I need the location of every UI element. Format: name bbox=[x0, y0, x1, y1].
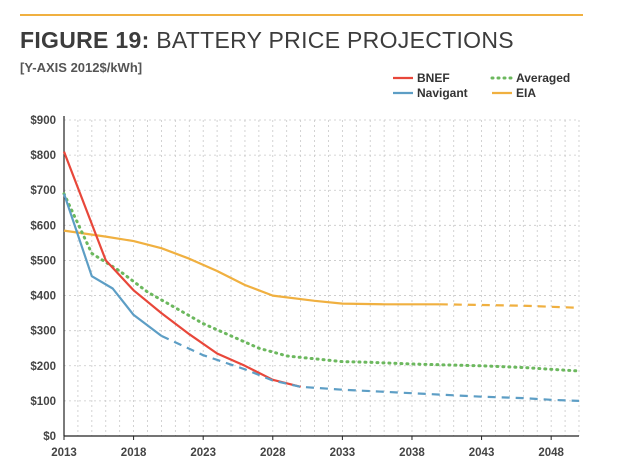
y-axis-unit-label: [Y-AXIS 2012$/kWh] bbox=[20, 60, 143, 75]
figure-title: FIGURE 19: BATTERY PRICE PROJECTIONS bbox=[20, 27, 514, 54]
legend-label-bnef: BNEF bbox=[417, 71, 450, 85]
series-bnef-solid-line bbox=[62, 151, 301, 388]
y-tick-label: $400 bbox=[30, 291, 56, 303]
legend-label-navigant: Navigant bbox=[417, 86, 468, 100]
x-tick-label: 2043 bbox=[469, 447, 495, 459]
x-tick-label: 2013 bbox=[51, 447, 77, 459]
y-tick-label: $300 bbox=[30, 326, 56, 338]
gridlines bbox=[64, 119, 580, 436]
top-rule bbox=[20, 14, 583, 16]
y-tick-label: $200 bbox=[30, 361, 56, 373]
y-tick-label: $900 bbox=[30, 115, 56, 127]
x-tick-label: 2038 bbox=[399, 447, 425, 459]
y-tick-label: $700 bbox=[30, 185, 56, 197]
x-tick-label: 2023 bbox=[190, 447, 216, 459]
legend-label-eia: EIA bbox=[516, 86, 536, 100]
y-tick-label: $800 bbox=[30, 150, 56, 162]
x-tick-label: 2018 bbox=[121, 447, 147, 459]
series-lines bbox=[62, 151, 581, 402]
y-tick-label: $500 bbox=[30, 255, 56, 267]
figure-title-number: FIGURE 19: bbox=[20, 27, 150, 53]
figure-title-text: BATTERY PRICE PROJECTIONS bbox=[149, 27, 514, 53]
series-eia-solid-line bbox=[63, 229, 440, 306]
x-tick-label: 2028 bbox=[260, 447, 286, 459]
series-averaged-dotted-line bbox=[62, 192, 581, 373]
axes bbox=[63, 116, 579, 440]
y-tick-label: $100 bbox=[30, 396, 56, 408]
series-navigant-dashed-line bbox=[160, 334, 580, 402]
x-tick-label: 2048 bbox=[538, 447, 564, 459]
y-tick-label: $0 bbox=[43, 431, 56, 443]
legend-label-averaged: Averaged bbox=[516, 71, 570, 85]
y-tick-label: $600 bbox=[30, 220, 56, 232]
tick-labels: $0 $100 $200 $300 $400 $500 $600 $700 $800 $900 20… bbox=[30, 115, 564, 459]
series-navigant-solid-line bbox=[62, 193, 163, 337]
x-tick-label: 2033 bbox=[330, 447, 356, 459]
